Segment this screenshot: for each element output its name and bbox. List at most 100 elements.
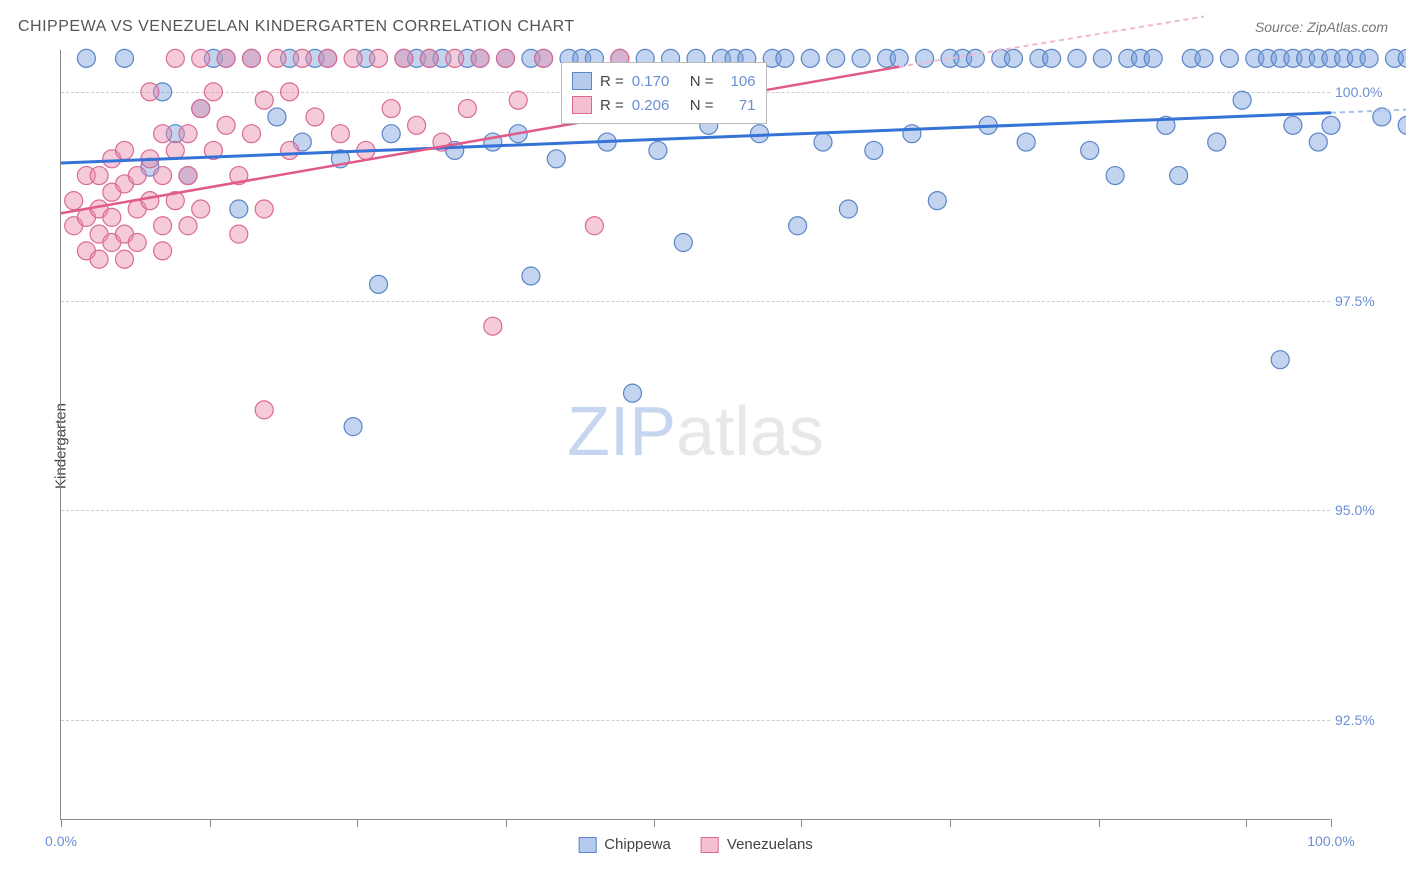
data-point	[585, 217, 603, 235]
data-point	[1360, 49, 1378, 67]
data-point	[179, 125, 197, 143]
data-point	[306, 108, 324, 126]
data-point	[535, 49, 553, 67]
data-point	[179, 217, 197, 235]
series-legend: Chippewa Venezuelans	[578, 836, 813, 853]
data-point	[827, 49, 845, 67]
data-point	[624, 384, 642, 402]
legend-r-label: R =	[600, 73, 624, 90]
data-point	[141, 192, 159, 210]
data-point	[458, 100, 476, 118]
data-point	[1093, 49, 1111, 67]
data-point	[281, 141, 299, 159]
data-point	[344, 49, 362, 67]
data-point	[1322, 116, 1340, 134]
legend-item: Venezuelans	[701, 836, 813, 853]
data-point	[116, 141, 134, 159]
x-tick	[506, 819, 507, 827]
data-point	[890, 49, 908, 67]
data-point	[522, 267, 540, 285]
data-point	[281, 83, 299, 101]
x-tick	[210, 819, 211, 827]
data-point	[255, 401, 273, 419]
data-point	[116, 49, 134, 67]
plot-area: ZIPatlas R =0.170N =106R =0.206N =71 Chi…	[60, 50, 1330, 820]
legend-r-value: 0.206	[632, 97, 682, 114]
data-point	[1309, 133, 1327, 151]
data-point	[192, 100, 210, 118]
data-point	[192, 200, 210, 218]
data-point	[128, 234, 146, 252]
x-tick-label: 100.0%	[1307, 833, 1354, 849]
legend-row: R =0.170N =106	[572, 69, 756, 93]
x-tick	[61, 819, 62, 827]
data-point	[90, 250, 108, 268]
data-point	[420, 49, 438, 67]
data-point	[1106, 167, 1124, 185]
data-point	[1398, 116, 1406, 134]
data-point	[966, 49, 984, 67]
data-point	[1005, 49, 1023, 67]
data-point	[814, 133, 832, 151]
data-point	[1017, 133, 1035, 151]
y-tick-label: 92.5%	[1335, 712, 1390, 728]
data-point	[1233, 91, 1251, 109]
legend-r-label: R =	[600, 97, 624, 114]
legend-swatch	[572, 72, 592, 90]
data-point	[90, 167, 108, 185]
data-point	[484, 317, 502, 335]
data-point	[865, 141, 883, 159]
legend-n-label: N =	[690, 97, 714, 114]
data-point	[547, 150, 565, 168]
data-point	[674, 234, 692, 252]
data-point	[789, 217, 807, 235]
x-tick	[950, 819, 951, 827]
legend-n-label: N =	[690, 73, 714, 90]
data-point	[243, 125, 261, 143]
data-point	[192, 49, 210, 67]
y-tick-label: 97.5%	[1335, 293, 1390, 309]
scatter-svg	[61, 50, 1330, 819]
data-point	[446, 49, 464, 67]
data-point	[370, 49, 388, 67]
data-point	[319, 49, 337, 67]
data-point	[217, 49, 235, 67]
data-point	[268, 108, 286, 126]
data-point	[839, 200, 857, 218]
legend-label: Venezuelans	[727, 836, 813, 853]
data-point	[268, 49, 286, 67]
x-tick	[357, 819, 358, 827]
data-point	[344, 418, 362, 436]
data-point	[801, 49, 819, 67]
data-point	[382, 100, 400, 118]
data-point	[243, 49, 261, 67]
trend-line-extrapolation	[1331, 109, 1406, 113]
data-point	[1068, 49, 1086, 67]
data-point	[255, 91, 273, 109]
data-point	[331, 125, 349, 143]
data-point	[395, 49, 413, 67]
legend-n-value: 71	[722, 97, 756, 114]
x-tick	[1246, 819, 1247, 827]
legend-swatch	[578, 837, 596, 853]
data-point	[1284, 116, 1302, 134]
data-point	[65, 192, 83, 210]
legend-item: Chippewa	[578, 836, 671, 853]
data-point	[230, 200, 248, 218]
data-point	[230, 225, 248, 243]
legend-label: Chippewa	[604, 836, 671, 853]
x-tick	[1099, 819, 1100, 827]
x-tick	[801, 819, 802, 827]
data-point	[776, 49, 794, 67]
data-point	[1144, 49, 1162, 67]
data-point	[166, 49, 184, 67]
data-point	[116, 250, 134, 268]
data-point	[128, 167, 146, 185]
source-label: Source: ZipAtlas.com	[1255, 19, 1388, 35]
data-point	[293, 49, 311, 67]
data-point	[382, 125, 400, 143]
data-point	[1271, 351, 1289, 369]
legend-row: R = 0.206 N = 71	[572, 93, 756, 117]
legend-swatch	[572, 96, 592, 114]
data-point	[497, 49, 515, 67]
